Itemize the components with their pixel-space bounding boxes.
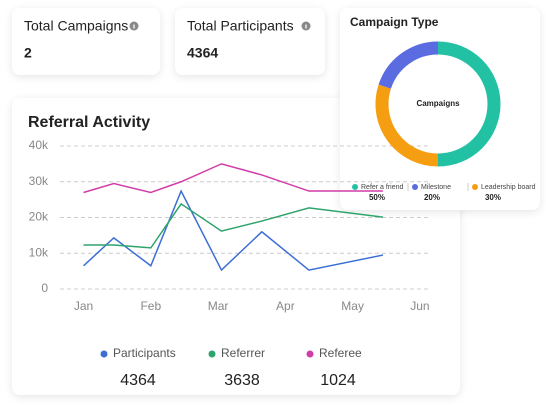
card-value: 4364 bbox=[187, 45, 218, 61]
legend-label: Milestone bbox=[421, 184, 451, 191]
line bbox=[83, 163, 383, 194]
card-title: Total Participants bbox=[187, 18, 294, 34]
legend-marker bbox=[412, 184, 418, 190]
legend-label: Participants bbox=[113, 346, 176, 360]
x-tick-label: Jun bbox=[410, 299, 429, 313]
y-tick-label: 10k bbox=[29, 245, 49, 259]
legend-marker bbox=[352, 184, 358, 190]
x-tick-label: Mar bbox=[208, 299, 229, 313]
legend-total: 3638 bbox=[224, 372, 260, 389]
line bbox=[83, 189, 384, 272]
value-label: 20% bbox=[424, 193, 440, 202]
x-tick-label: Apr bbox=[276, 299, 295, 313]
value-label: 50% bbox=[369, 193, 385, 202]
legend-total: 1024 bbox=[320, 372, 356, 389]
value-label: 30% bbox=[485, 193, 501, 202]
legend-marker bbox=[100, 350, 108, 358]
legend-label: Leadership board bbox=[481, 184, 536, 191]
chart-title: Referral Activity bbox=[28, 114, 150, 131]
donut-slice bbox=[378, 41, 439, 89]
card-title: Total Campaigns bbox=[24, 18, 128, 34]
legend-label: Referee bbox=[319, 346, 362, 360]
chart-title: Campaign Type bbox=[350, 15, 439, 29]
legend-label: Refer a friend bbox=[361, 184, 404, 191]
x-tick-label: May bbox=[341, 299, 364, 313]
y-tick-label: 0 bbox=[41, 281, 48, 295]
card bbox=[175, 8, 325, 75]
y-tick-label: 20k bbox=[29, 210, 49, 224]
legend-label: Referrer bbox=[221, 346, 265, 360]
center-label: Campaigns bbox=[416, 99, 460, 108]
legend-marker bbox=[472, 184, 478, 190]
legend-marker bbox=[208, 350, 216, 358]
donut-slice bbox=[375, 84, 439, 167]
y-tick-label: 40k bbox=[29, 138, 49, 152]
card bbox=[340, 8, 540, 210]
legend-total: 4364 bbox=[120, 372, 156, 389]
donut-slice bbox=[437, 41, 501, 167]
card-value: 2 bbox=[24, 45, 32, 61]
legend-marker bbox=[306, 350, 314, 358]
line bbox=[83, 202, 384, 249]
x-tick-label: Feb bbox=[140, 299, 161, 313]
x-tick-label: Jan bbox=[74, 299, 93, 313]
y-tick-label: 30k bbox=[29, 174, 49, 188]
card bbox=[12, 8, 160, 75]
